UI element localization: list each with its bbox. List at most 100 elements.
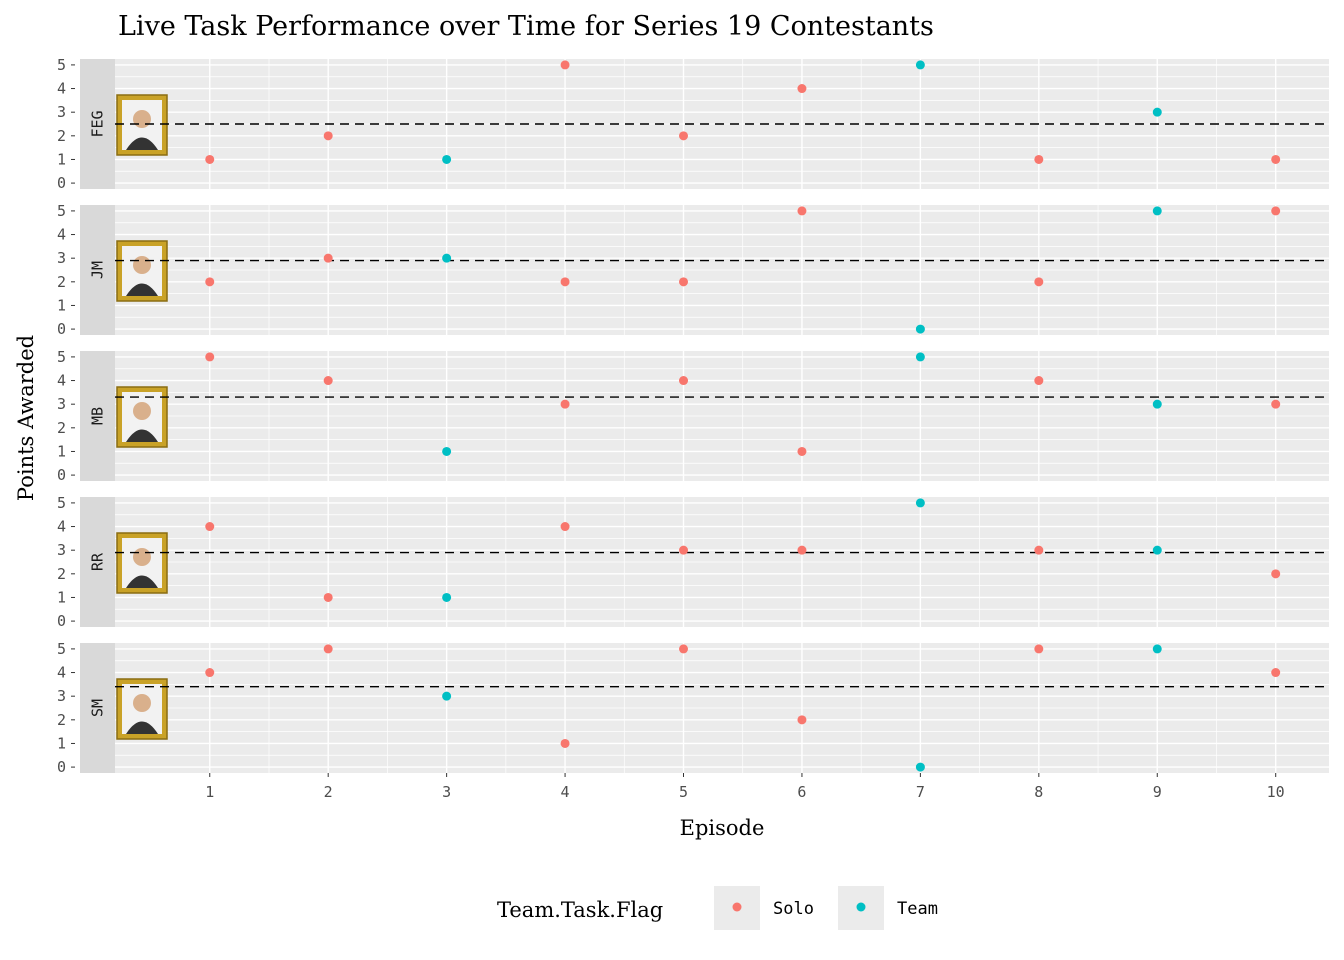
data-point-solo <box>323 253 333 263</box>
facet-panels: FEG 0 1 2 3 4 5 JM 0 1 2 3 4 5 MB 0 1 2 3 4 5 RR 0 1 2 3 4 5 SM 0 1 2 3 4… <box>57 56 1329 776</box>
data-point-solo <box>1271 206 1281 216</box>
major-gridlines <box>115 643 1329 773</box>
facet-strip-label: JM <box>89 261 107 279</box>
y-tick-label: 5 <box>57 348 66 366</box>
y-tick-label: 3 <box>57 687 66 705</box>
major-gridlines <box>115 497 1329 627</box>
x-tick-label: 7 <box>916 783 925 801</box>
contestant-portrait <box>116 678 168 740</box>
facet-strip <box>80 59 115 189</box>
data-point-team <box>1152 545 1162 555</box>
data-point-solo <box>323 592 333 602</box>
legend-entry-team: Team <box>838 886 938 930</box>
data-point-solo <box>797 84 807 94</box>
y-tick-label: 3 <box>57 103 66 121</box>
facet-feg: FEG 0 1 2 3 4 5 <box>57 56 1329 192</box>
data-point-team <box>442 691 452 701</box>
facet-strip <box>80 351 115 481</box>
data-point-team <box>1152 399 1162 409</box>
data-point-solo <box>1034 545 1044 555</box>
minor-gridlines <box>115 351 1329 481</box>
data-point-team <box>915 60 925 70</box>
contestant-portrait <box>116 386 168 448</box>
contestant-portrait <box>116 240 168 302</box>
contestant-portrait <box>116 532 168 594</box>
data-point-solo <box>205 154 215 164</box>
y-tick-label: 1 <box>57 150 66 168</box>
data-point-solo <box>1034 277 1044 287</box>
chart-title: Live Task Performance over Time for Seri… <box>118 11 934 42</box>
y-tick-label: 1 <box>57 442 66 460</box>
y-tick-label: 0 <box>57 612 66 630</box>
x-axis-title: Episode <box>680 816 765 840</box>
x-tick-label: 5 <box>679 783 688 801</box>
major-gridlines <box>115 205 1329 335</box>
data-point-team <box>1152 206 1162 216</box>
data-point-solo <box>1271 154 1281 164</box>
y-tick-label: 2 <box>57 565 66 583</box>
data-point-team <box>1152 107 1162 117</box>
y-tick-label: 0 <box>57 466 66 484</box>
y-tick-label: 2 <box>57 127 66 145</box>
data-point-team <box>442 253 452 263</box>
data-point-solo <box>560 277 570 287</box>
data-point-solo <box>560 60 570 70</box>
data-point-solo <box>323 376 333 386</box>
minor-gridlines <box>115 643 1329 773</box>
legend-key-point <box>856 902 866 912</box>
x-tick-label: 3 <box>442 783 451 801</box>
data-point-solo <box>679 644 689 654</box>
y-tick-label: 3 <box>57 395 66 413</box>
data-point-solo <box>560 399 570 409</box>
data-point-team <box>1152 644 1162 654</box>
minor-gridlines <box>115 205 1329 335</box>
data-point-solo <box>679 376 689 386</box>
facet-sm: SM 0 1 2 3 4 5 <box>57 640 1329 776</box>
legend-key-point <box>732 902 742 912</box>
data-point-solo <box>797 715 807 725</box>
data-point-solo <box>205 668 215 678</box>
x-tick-label: 8 <box>1034 783 1043 801</box>
data-point-solo <box>1271 569 1281 579</box>
facet-rr: RR 0 1 2 3 4 5 <box>57 494 1329 630</box>
legend-label: Team <box>897 899 938 919</box>
facet-strip <box>80 643 115 773</box>
y-tick-label: 3 <box>57 541 66 559</box>
y-tick-label: 4 <box>57 226 66 244</box>
legend-entry-solo: Solo <box>714 886 814 930</box>
y-tick-label: 0 <box>57 174 66 192</box>
x-tick-label: 2 <box>324 783 333 801</box>
y-tick-label: 5 <box>57 640 66 658</box>
data-point-solo <box>205 277 215 287</box>
x-tick-label: 10 <box>1267 783 1285 801</box>
y-tick-label: 1 <box>57 734 66 752</box>
y-tick-label: 0 <box>57 758 66 776</box>
facet-strip-label: RR <box>89 552 107 571</box>
data-point-solo <box>1034 376 1044 386</box>
facet-strip-label: FEG <box>89 110 107 137</box>
facet-jm: JM 0 1 2 3 4 5 <box>57 202 1329 338</box>
y-tick-label: 2 <box>57 419 66 437</box>
data-point-solo <box>679 277 689 287</box>
x-tick-label: 1 <box>205 783 214 801</box>
facet-strip-label: SM <box>89 699 107 717</box>
facet-strip-label: MB <box>89 407 107 425</box>
x-tick-label: 6 <box>797 783 806 801</box>
y-tick-label: 2 <box>57 711 66 729</box>
y-tick-label: 4 <box>57 518 66 536</box>
y-tick-label: 3 <box>57 249 66 267</box>
data-point-team <box>442 592 452 602</box>
data-point-solo <box>560 738 570 748</box>
data-point-solo <box>1271 668 1281 678</box>
data-point-team <box>442 446 452 456</box>
data-point-team <box>915 762 925 772</box>
data-point-solo <box>1034 154 1044 164</box>
facet-strip <box>80 497 115 627</box>
data-point-solo <box>797 545 807 555</box>
x-tick-label: 4 <box>561 783 570 801</box>
y-tick-label: 1 <box>57 296 66 314</box>
data-point-solo <box>1034 644 1044 654</box>
data-point-solo <box>797 446 807 456</box>
y-tick-label: 1 <box>57 588 66 606</box>
